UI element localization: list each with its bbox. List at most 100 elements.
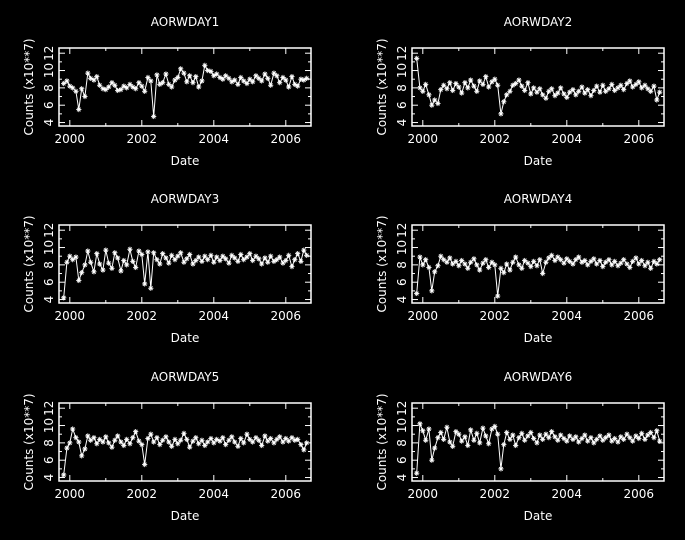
x-tick-label: 2006: [271, 487, 302, 501]
data-point: [223, 442, 229, 448]
data-point: [199, 437, 205, 443]
data-point: [429, 102, 435, 108]
data-point: [465, 265, 471, 271]
data-point: [417, 85, 423, 91]
x-tick-label: 2002: [480, 487, 511, 501]
data-point: [630, 258, 636, 264]
data-point: [420, 88, 426, 94]
x-tick-label: 2000: [408, 309, 439, 323]
data-point: [429, 288, 435, 294]
data-point: [295, 436, 301, 442]
data-point: [600, 437, 606, 443]
data-point: [265, 259, 271, 265]
y-tick-label: 4: [395, 119, 409, 127]
data-point: [139, 251, 145, 258]
data-point: [510, 432, 516, 438]
data-point: [169, 252, 175, 258]
data-point: [450, 443, 456, 449]
data-point: [603, 88, 609, 94]
data-point: [657, 257, 663, 263]
data-point: [459, 90, 465, 96]
data-point: [588, 435, 594, 441]
data-point: [187, 251, 193, 258]
x-tick-label: 2004: [552, 309, 583, 323]
data-point: [492, 262, 498, 268]
data-point: [642, 263, 648, 269]
data-point: [211, 259, 217, 265]
data-point: [609, 262, 615, 268]
data-point: [172, 257, 178, 263]
data-point: [549, 252, 555, 258]
data-point: [178, 250, 184, 256]
data-point: [94, 251, 100, 257]
data-point: [277, 434, 283, 440]
data-point: [82, 93, 88, 100]
data-point: [558, 257, 564, 263]
data-point: [289, 74, 295, 80]
data-point: [133, 86, 139, 92]
data-point: [67, 253, 73, 259]
data-point: [597, 257, 603, 264]
data-point: [250, 439, 256, 445]
data-point: [528, 91, 534, 97]
data-point: [465, 442, 471, 449]
data-point: [67, 440, 73, 446]
data-point: [534, 89, 540, 95]
data-point: [277, 254, 283, 260]
y-tick-label: 6: [395, 101, 409, 109]
data-point: [462, 261, 468, 267]
data-point: [438, 87, 444, 93]
data-point: [459, 257, 465, 264]
data-point: [64, 78, 70, 84]
data-point: [648, 429, 654, 436]
data-point: [654, 97, 660, 103]
data-point: [525, 433, 531, 439]
y-axis-label: Counts (x10**7): [22, 215, 36, 312]
data-point: [205, 67, 211, 74]
data-point: [94, 74, 100, 80]
data-point: [648, 265, 654, 271]
data-point: [573, 92, 579, 98]
data-point: [477, 440, 483, 446]
x-tick-label: 2006: [271, 309, 302, 323]
y-tick-label: 10: [395, 240, 409, 255]
data-point: [277, 80, 283, 86]
data-point: [214, 71, 220, 77]
chart-title: AORWDAY4: [504, 192, 572, 206]
data-point: [232, 255, 238, 261]
data-point: [298, 258, 304, 264]
data-point: [100, 267, 106, 273]
data-point: [585, 87, 591, 93]
data-point: [627, 78, 633, 84]
x-tick-label: 2000: [55, 309, 86, 323]
data-point: [157, 442, 163, 448]
data-point: [480, 425, 486, 431]
data-point: [229, 79, 235, 85]
data-point: [202, 442, 208, 449]
data-point: [76, 106, 82, 113]
data-point: [304, 252, 310, 258]
data-point: [531, 258, 537, 264]
data-point: [618, 82, 624, 88]
data-point: [79, 86, 85, 92]
data-point: [226, 437, 232, 443]
data-point: [232, 439, 238, 445]
data-point: [531, 85, 537, 91]
x-axis-label: Date: [524, 331, 553, 345]
data-point: [516, 262, 522, 268]
data-point: [259, 442, 265, 449]
data-point: [492, 423, 498, 429]
data-point: [151, 113, 157, 120]
x-tick-label: 2004: [199, 487, 230, 501]
data-point: [528, 429, 534, 436]
plot-frame: [58, 224, 312, 304]
y-axis-label: Counts (x10**7): [22, 38, 36, 135]
data-point: [429, 457, 435, 463]
data-point: [256, 437, 262, 443]
data-point: [250, 79, 256, 85]
data-point: [100, 439, 106, 445]
data-point: [250, 257, 256, 264]
data-point: [151, 250, 157, 256]
chart-panel-6: AORWDAY6 2000 2002 2004 2006 4 6 8 10 12 Date Count…: [375, 370, 665, 523]
data-point: [525, 260, 531, 266]
